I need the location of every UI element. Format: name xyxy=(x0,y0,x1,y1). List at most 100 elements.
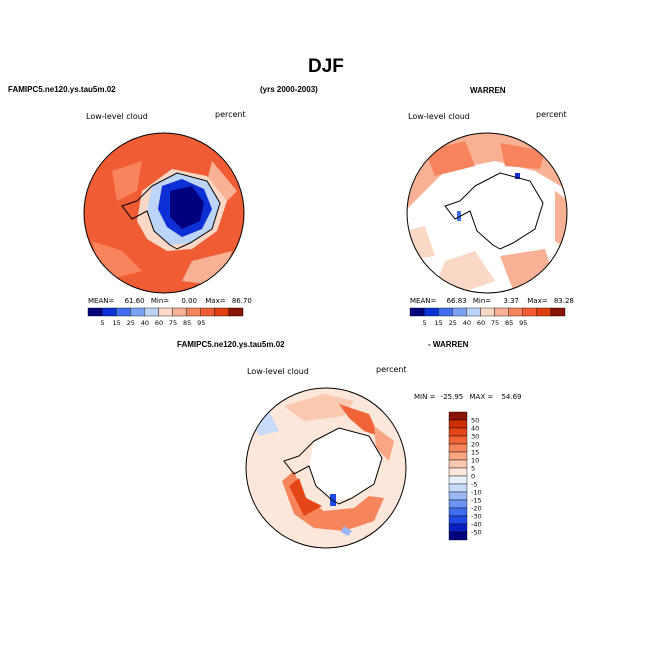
panel2-polar-map xyxy=(406,132,568,294)
panel1-mean-label: MEAN= xyxy=(88,297,115,305)
panel3-units-label: percent xyxy=(376,365,407,374)
panel3-colorbar-swatch xyxy=(448,483,468,493)
panel1-colorbar-swatch xyxy=(144,307,159,317)
panel3-colorbar-tick-label: -10 xyxy=(471,489,482,497)
panel3-min-label: MIN = xyxy=(414,393,436,401)
panel1-coastline xyxy=(121,172,221,250)
panel2-colorbar-swatch xyxy=(536,307,552,317)
panel3-patch xyxy=(284,394,354,421)
panel3-colorbar-tick-label: 40 xyxy=(471,425,479,433)
panel1-colorbar-swatch xyxy=(214,307,230,317)
panel2-max-value: 83.28 xyxy=(553,297,574,305)
panel3-colorbar-tick-label: 0 xyxy=(471,473,475,481)
panel1-colorbar-swatch xyxy=(158,307,173,317)
panel2-colorbar-swatch xyxy=(452,307,467,317)
panel1-units-label: percent xyxy=(215,110,246,119)
panel3-map-border xyxy=(245,387,407,549)
panel1-colorbar-tick-label: 40 xyxy=(141,319,149,327)
panel1-min-value: 0.00 xyxy=(181,297,197,305)
panel2-units-label: percent xyxy=(536,110,567,119)
header-case-name: FAMIPC5.ne120.ys.tau5m.02 xyxy=(8,85,116,94)
panel3-patch xyxy=(289,478,322,516)
panel3-colorbar-swatch xyxy=(448,531,468,541)
panel1-colorbar-tick-label: 75 xyxy=(169,319,177,327)
panel3-colorbar-tick-label: 15 xyxy=(471,449,479,457)
panel3-colorbar-swatch xyxy=(448,515,468,525)
panel3-colorbar-tick-label: 50 xyxy=(471,417,479,425)
panel3-colorbar-tick-label: 30 xyxy=(471,433,479,441)
panel2-colorbar-tick-label: 95 xyxy=(519,319,527,327)
panel1-map-border xyxy=(83,132,245,294)
panel3-colorbar-tick-label: 20 xyxy=(471,441,479,449)
panel2-colorbar-swatch xyxy=(437,307,453,317)
panel3-polar-map xyxy=(245,387,407,549)
panel1-patch xyxy=(207,161,237,206)
panel3-colorbar-tick-label: -20 xyxy=(471,505,482,513)
diff-header-case: FAMIPC5.ne120.ys.tau5m.02 xyxy=(177,340,285,349)
panel3-colorbar-swatch xyxy=(448,467,468,477)
panel1-mean-value: 61.60 xyxy=(124,297,145,305)
panel2-low-patch xyxy=(457,211,461,221)
panel1-variable-label: Low-level cloud xyxy=(86,112,148,121)
diff-header-obs: - WARREN xyxy=(428,340,469,349)
panel1-colorbar-tick-label: 60 xyxy=(155,319,163,327)
panel2-mean-label: MEAN= xyxy=(410,297,437,305)
panel2-colorbar-tick-label: 40 xyxy=(463,319,471,327)
panel3-colorbar-swatch xyxy=(448,411,468,421)
panel1-colorbar-swatch xyxy=(228,307,244,317)
panel3-colorbar-tick-label: 5 xyxy=(471,465,475,473)
panel1-max-value: 86.70 xyxy=(231,297,252,305)
panel3-colorbar-tick-label: -40 xyxy=(471,521,482,529)
panel3-patch xyxy=(374,426,394,461)
panel3-antarctica xyxy=(309,428,382,500)
panel2-colorbar-swatch xyxy=(494,307,509,317)
panel2-colorbar-swatch xyxy=(508,307,523,317)
panel1-min-label: Min= xyxy=(150,297,170,305)
panel2-stats: MEAN= 66.83 Min= 3.37 Max= 83.28 xyxy=(410,297,574,305)
panel1-colorbar-swatch xyxy=(87,307,103,317)
panel3-colorbar-tick-label: -5 xyxy=(471,481,477,489)
panel1-colorbar-tick-label: 25 xyxy=(127,319,135,327)
panel2-patch xyxy=(500,143,545,169)
panel2-min-label: Min= xyxy=(472,297,492,305)
panel2-max-label: Max= xyxy=(527,297,548,305)
panel2-variable-label: Low-level cloud xyxy=(408,112,470,121)
panel3-colorbar-tick-label: -30 xyxy=(471,513,482,521)
header-obs-name: WARREN xyxy=(470,86,506,95)
panel2-colorbar-tick-label: 60 xyxy=(477,319,485,327)
panel1-colorbar-tick-label: 95 xyxy=(197,319,205,327)
panel3-colorbar-swatch xyxy=(448,427,468,437)
panel3-colorbar-tick-label: -50 xyxy=(471,529,482,537)
panel2-colorbar-swatch xyxy=(466,307,481,317)
panel3-max-value: 54.69 xyxy=(501,393,522,401)
panel1-colorbar-swatch xyxy=(186,307,201,317)
panel2-colorbar-swatch xyxy=(480,307,495,317)
panel3-colorbar-tick-label: 10 xyxy=(471,457,479,465)
panel3-coastline xyxy=(283,427,383,505)
panel2-coastline xyxy=(444,172,544,250)
panel1-colorbar-swatch xyxy=(130,307,145,317)
panel1-polar-map xyxy=(83,132,245,294)
panel1-colorbar-tick-label: 15 xyxy=(113,319,121,327)
panel3-colorbar-swatch xyxy=(448,499,468,509)
panel1-colorbar-tick-label: 85 xyxy=(183,319,191,327)
panel2-colorbar-swatch xyxy=(409,307,425,317)
panel3-stats: MIN = -25.95 MAX = 54.69 xyxy=(414,393,521,401)
panel1-patch xyxy=(112,161,142,201)
panel3-colorbar-swatch xyxy=(448,507,468,517)
panel2-colorbar-tick-label: 85 xyxy=(505,319,513,327)
panel3-variable-label: Low-level cloud xyxy=(247,367,309,376)
panel3-colorbar-swatch xyxy=(448,419,468,429)
panel2-low-patch xyxy=(515,173,520,179)
panel2-colorbar-swatch xyxy=(522,307,538,317)
panel3-colorbar-tick-label: -15 xyxy=(471,497,482,505)
panel2-colorbar-swatch xyxy=(423,307,439,317)
panel3-colorbar-swatch xyxy=(448,475,468,485)
panel3-min-value: -25.95 xyxy=(440,393,464,401)
panel1-antarctic-deep xyxy=(170,186,204,229)
panel1-colorbar-swatch xyxy=(200,307,216,317)
panel2-min-value: 3.37 xyxy=(503,297,519,305)
panel3-patch xyxy=(341,526,352,536)
panel3-colorbar-swatch xyxy=(448,443,468,453)
